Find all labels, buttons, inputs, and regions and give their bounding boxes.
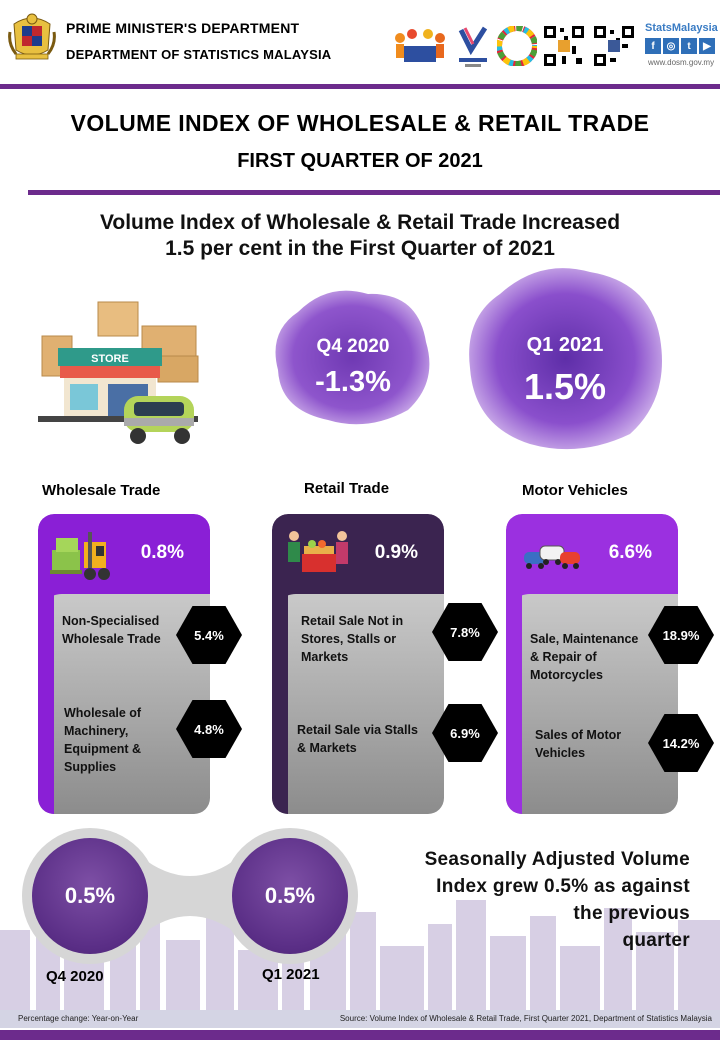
store-illustration-icon: STORE [38,301,199,444]
qr-code-icon [542,24,586,68]
mystats-day-logo-icon [458,26,488,67]
org-name-line2: DEPARTMENT OF STATISTICS MALAYSIA [66,47,332,62]
instagram-icon[interactable]: ◎ [663,38,679,54]
sdg-wheel-icon [497,26,537,66]
item-value-hex: 14.2% [648,714,714,772]
card-body [272,594,444,814]
census-logo-icon [395,29,445,62]
seasonal-statement: Seasonally Adjusted Volume Index grew 0.… [424,849,690,951]
headline: Volume Index of Wholesale & Retail Trade… [0,210,720,262]
bottom-bar [0,1030,720,1040]
ink-blob-q1 [469,268,662,450]
item-label: Retail Sale Not in Stores, Stalls or Mar… [301,614,404,664]
sa-q4-disc: 0.5% [32,838,148,954]
card-strip [38,594,54,814]
q4-label: Q4 2020 [316,336,390,357]
card-body [506,594,678,814]
headline-line2: 1.5 per cent in the First Quarter of 202… [165,237,555,260]
sector-title-wholesale: Wholesale Trade [42,482,161,499]
footer-source: Source: Volume Index of Wholesale & Reta… [339,1014,712,1023]
card-header [272,514,444,606]
footer: Percentage change: Year-on-Year Source: … [0,1010,720,1028]
page-title: VOLUME INDEX OF WHOLESALE & RETAIL TRADE [70,110,650,136]
facebook-icon[interactable]: f [645,38,661,54]
divider [0,84,720,89]
retail-value: 0.9% [374,542,418,563]
vehicles-icon [524,545,580,569]
item-label: Wholesale of Machinery, Equipment & Supp… [64,706,142,774]
sector-title-motor: Motor Vehicles [522,482,628,499]
item-value-hex: 18.9% [648,606,714,664]
forklift-icon [50,532,110,580]
q4-value: -1.3% [315,366,391,398]
headline-line1: Volume Index of Wholesale & Retail Trade… [99,211,621,234]
stats-malaysia-brand: StatsMalaysia [645,22,718,34]
malaysia-crest-icon [8,13,56,60]
item-label: Retail Sale via Stalls & Markets [297,723,418,755]
youtube-icon[interactable]: ▶ [699,38,715,54]
header: PRIME MINISTER'S DEPARTMENT DEPARTMENT O… [0,0,720,84]
sector-title-retail: Retail Trade [304,480,390,497]
page-subtitle: FIRST QUARTER OF 2021 [237,150,483,172]
footer-note: Percentage change: Year-on-Year [18,1014,139,1023]
retail-stall-icon [288,531,348,572]
twitter-icon[interactable]: t [681,38,697,54]
item-label: Sale, Maintenance & Repair of Motorcycle… [530,632,639,682]
website-url[interactable]: www.dosm.gov.my [648,58,715,67]
retail-card: 0.9% [272,514,444,814]
sa-q1-label: Q1 2021 [262,966,320,983]
svg-text:STORE: STORE [91,353,129,365]
sa-q4-label: Q4 2020 [46,968,104,985]
card-strip [506,594,522,814]
item-value-hex: 5.4% [176,606,242,664]
wholesale-value: 0.8% [140,542,184,563]
q1-value: 1.5% [523,366,607,407]
motor-card: 6.6% [506,514,678,814]
qr-code-icon [592,24,636,68]
item-value-hex: 7.8% [432,603,498,661]
item-label: Non-Specialised Wholesale Trade [62,614,161,646]
ink-blob-q4 [275,290,430,425]
divider [28,190,720,195]
wholesale-card: 0.8% [38,514,210,814]
item-value-hex: 4.8% [176,700,242,758]
q1-label: Q1 2021 [526,334,604,356]
sa-q1-disc: 0.5% [232,838,348,954]
org-name-line1: PRIME MINISTER'S DEPARTMENT [66,20,300,36]
social-icons: f ◎ t ▶ [645,38,715,54]
item-value-hex: 6.9% [432,704,498,762]
card-strip [272,594,288,814]
item-label: Sales of Motor Vehicles [535,728,622,760]
motor-value: 6.6% [608,542,652,563]
